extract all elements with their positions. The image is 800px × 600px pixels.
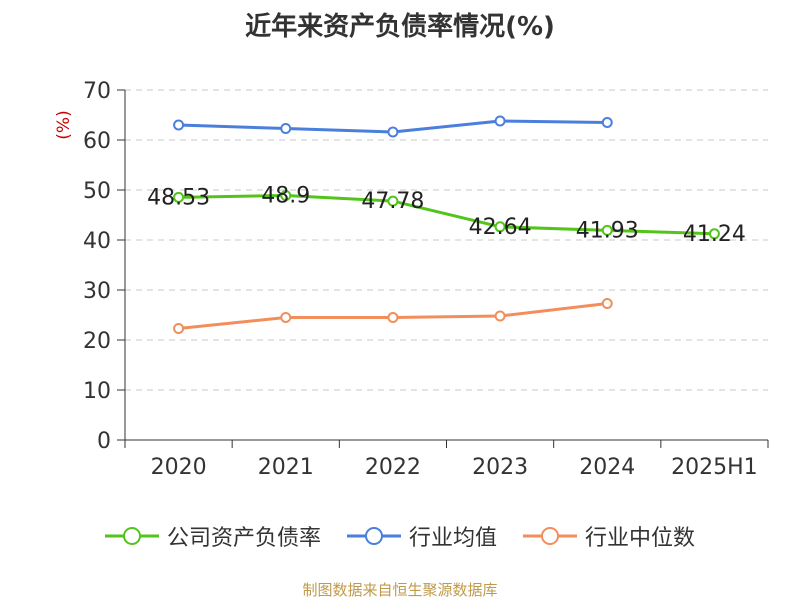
y-axis-label: (%): [54, 110, 74, 139]
data-point-s0-2[interactable]: [387, 195, 399, 207]
data-point-s2-0[interactable]: [173, 323, 185, 334]
x-tick-label-2021: 2021: [258, 455, 314, 480]
x-tick-label-2025H1: 2025H1: [671, 455, 758, 480]
data-point-s0-4[interactable]: [601, 224, 613, 236]
data-point-s0-1[interactable]: [280, 190, 292, 201]
series-line-0: [178, 194, 715, 236]
legend-item-industry-median[interactable]: 行业中位数: [523, 520, 695, 552]
data-label-s0-2: 47.78: [361, 189, 424, 214]
data-point-s1-0[interactable]: [173, 119, 185, 131]
data-point-s2-1[interactable]: [280, 312, 292, 323]
x-tick-label-2020: 2020: [151, 455, 207, 480]
y-tick-label-40: 40: [83, 229, 111, 254]
legend-marker-company: [104, 527, 159, 545]
y-tick-label-70: 70: [83, 79, 111, 104]
y-tick-label-0: 0: [97, 429, 111, 454]
legend-marker-industry-mean: [346, 527, 401, 545]
data-point-s1-3[interactable]: [494, 115, 506, 127]
legend-item-industry-mean[interactable]: 行业均值: [346, 520, 497, 552]
y-tick-label-10: 10: [83, 379, 111, 404]
chart-title: 近年来资产负债率情况(%): [245, 12, 555, 42]
y-tick-label-20: 20: [83, 329, 111, 354]
data-label-s0-5: 41.24: [683, 222, 746, 247]
legend: 公司资产负债率 行业均值 行业中位数: [0, 520, 800, 552]
data-label-s0-3: 42.64: [469, 215, 532, 240]
data-point-s0-5[interactable]: [708, 228, 720, 240]
source-note: 制图数据来自恒生聚源数据库: [302, 581, 498, 599]
data-point-s1-2[interactable]: [387, 126, 399, 138]
y-tick-label-30: 30: [83, 279, 111, 304]
data-point-s0-3[interactable]: [494, 221, 506, 233]
legend-label-industry-mean: 行业均值: [408, 526, 497, 551]
data-label-s0-0: 48.53: [147, 185, 210, 210]
legend-marker-industry-median: [523, 527, 577, 545]
data-label-s0-1: 48.9: [261, 184, 310, 209]
legend-label-company: 公司资产负债率: [166, 526, 321, 551]
x-tick-label-2022: 2022: [365, 455, 421, 480]
data-point-s0-0[interactable]: [173, 191, 185, 203]
x-tick-label-2023: 2023: [472, 455, 528, 480]
y-tick-label-60: 60: [83, 129, 111, 154]
legend-item-company[interactable]: 公司资产负债率: [104, 520, 321, 552]
data-point-s2-2[interactable]: [387, 312, 399, 323]
legend-label-industry-median: 行业中位数: [585, 526, 696, 551]
data-point-s2-4[interactable]: [601, 298, 613, 309]
data-point-s2-3[interactable]: [494, 310, 506, 322]
data-point-s1-1[interactable]: [280, 123, 292, 134]
data-point-s1-4[interactable]: [601, 117, 613, 128]
data-label-s0-4: 41.93: [576, 218, 639, 243]
y-tick-label-50: 50: [83, 179, 111, 204]
x-tick-label-2024: 2024: [579, 455, 635, 480]
